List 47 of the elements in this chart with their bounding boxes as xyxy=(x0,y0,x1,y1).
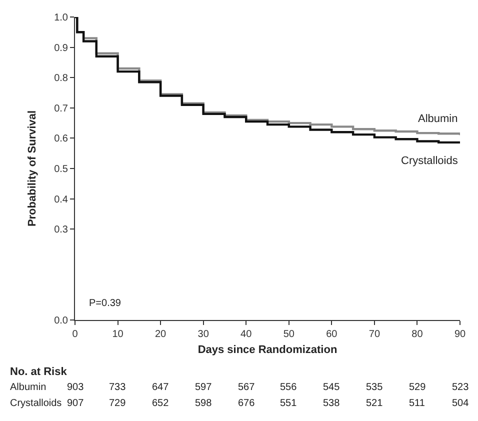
text: 903 xyxy=(67,382,84,393)
y-tick-label: 0.9 xyxy=(54,42,68,54)
x-tick-label: 30 xyxy=(198,329,210,340)
text: 523 xyxy=(452,382,470,393)
text: 733 xyxy=(109,382,126,393)
annotation: P=0.39 xyxy=(89,298,122,309)
text: 504 xyxy=(452,398,470,409)
x-tick-label: 90 xyxy=(454,329,466,340)
y-tick-label: 0.6 xyxy=(54,134,68,145)
text: 567 xyxy=(238,382,256,393)
y-tick-label: 1.0 xyxy=(54,12,68,24)
x-tick-label: 50 xyxy=(283,329,295,340)
series-label: Crystalloids xyxy=(401,155,458,167)
series-label: Albumin xyxy=(418,113,458,125)
x-tick-label: 20 xyxy=(154,329,167,340)
text: 598 xyxy=(195,398,212,409)
text: 556 xyxy=(280,382,298,393)
x-tick-label: 0 xyxy=(72,329,78,340)
text: No. at Risk xyxy=(10,366,68,378)
text: 652 xyxy=(152,398,170,409)
text: 535 xyxy=(366,382,384,393)
text: 676 xyxy=(238,398,256,409)
x-tick-label: 40 xyxy=(240,329,252,340)
text: 529 xyxy=(409,382,426,393)
text: Crystalloids xyxy=(10,398,62,409)
y-tick-label: 0.8 xyxy=(54,73,68,84)
x-tick-label: 80 xyxy=(412,329,424,340)
text: 545 xyxy=(323,382,340,393)
text: 551 xyxy=(280,398,298,409)
text: 729 xyxy=(109,398,126,409)
y-tick-label: 0.0 xyxy=(54,316,68,326)
x-axis-title: Days since Randomization xyxy=(198,344,338,356)
y-tick-label: 0.3 xyxy=(54,224,68,236)
text: 511 xyxy=(409,398,426,409)
text: 907 xyxy=(67,398,84,409)
y-tick-label: 0.5 xyxy=(54,164,68,175)
text: 521 xyxy=(366,398,384,409)
text: Albumin xyxy=(10,382,46,393)
y-axis-title: Probability of Survival xyxy=(26,110,39,227)
x-tick-label: 10 xyxy=(112,329,124,340)
text: 597 xyxy=(195,382,212,393)
text: 647 xyxy=(152,382,170,393)
y-tick-label: 0.7 xyxy=(54,103,68,114)
y-tick-label: 0.4 xyxy=(54,194,68,206)
text: 538 xyxy=(323,398,340,409)
x-tick-label: 60 xyxy=(326,329,338,340)
x-tick-label: 70 xyxy=(368,329,380,340)
